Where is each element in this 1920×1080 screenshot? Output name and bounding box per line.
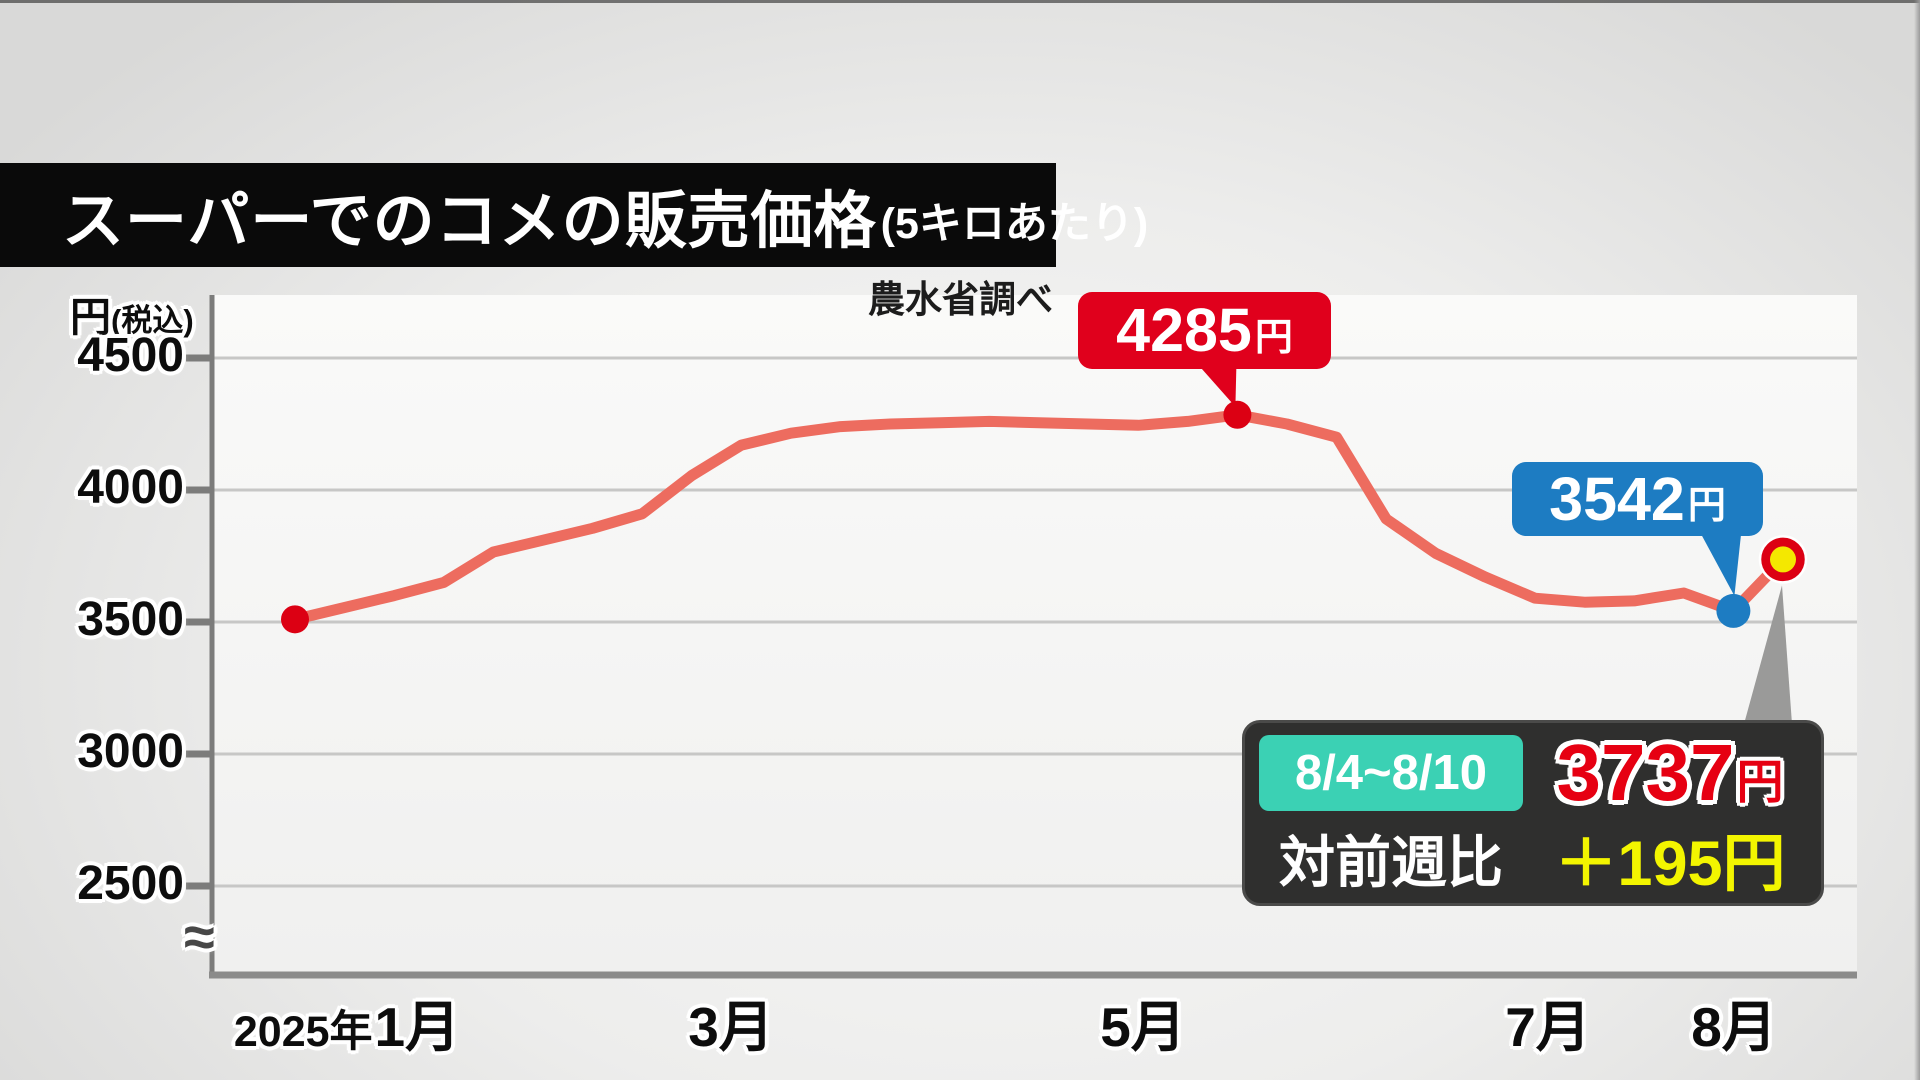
week-over-week-value: ＋195円 bbox=[1554, 829, 1786, 899]
peak-point-marker bbox=[1223, 400, 1252, 429]
x-axis-month-label: 8月 bbox=[1691, 996, 1777, 1058]
y-tick-label: 3500 bbox=[77, 593, 184, 646]
x-axis-label: 7月 bbox=[1505, 982, 1591, 1062]
y-tick-label: 4500 bbox=[77, 329, 184, 382]
first-point-marker bbox=[281, 605, 309, 634]
dip-price-unit: 円 bbox=[1687, 485, 1726, 527]
x-axis-month-label: 3月 bbox=[688, 996, 774, 1058]
y-tick-label: 4000 bbox=[77, 461, 184, 514]
y-tick-label: 2500 bbox=[77, 857, 184, 910]
x-axis-label: 2025年1月 bbox=[234, 982, 460, 1062]
x-axis-label: 3月 bbox=[688, 982, 774, 1062]
source-note: 農水省調べ bbox=[868, 279, 1053, 320]
latest-price: 3737 円 bbox=[1531, 733, 1809, 813]
peak-price-callout: 4285 円 bbox=[1078, 292, 1331, 369]
x-axis-month-label: 1月 bbox=[374, 996, 461, 1058]
axis-break-symbol: ≈ bbox=[184, 905, 215, 968]
x-axis-month-label: 7月 bbox=[1505, 996, 1591, 1058]
dip-price-value: 3542 bbox=[1549, 464, 1685, 533]
y-axis-unit-sub: (税込) bbox=[111, 303, 194, 338]
x-axis-label: 8月 bbox=[1691, 982, 1777, 1062]
y-axis-unit-main: 円 bbox=[70, 294, 111, 340]
info-box-tail bbox=[1744, 585, 1792, 724]
page-title: スーパーでのコメの販売価格 bbox=[62, 187, 877, 256]
page-title-unit: (5キロあたり) bbox=[880, 200, 1149, 248]
y-tick-label: 3000 bbox=[77, 725, 184, 778]
dip-point-marker bbox=[1716, 593, 1751, 628]
price-line bbox=[289, 409, 1789, 625]
latest-price-value: 3737 bbox=[1556, 728, 1735, 817]
latest-week-info-box: 8/4~8/10 3737 円 対前週比 ＋195円 bbox=[1242, 720, 1824, 906]
title-banner: スーパーでのコメの販売価格 (5キロあたり) bbox=[0, 163, 1148, 267]
peak-price-unit: 円 bbox=[1254, 316, 1293, 359]
x-axis-year-label: 2025年 bbox=[233, 1008, 373, 1056]
week-over-week-label: 対前週比 bbox=[1279, 831, 1503, 894]
dip-price-callout: 3542 円 bbox=[1512, 462, 1763, 536]
period-badge: 8/4~8/10 bbox=[1259, 735, 1523, 811]
x-axis-month-label: 5月 bbox=[1100, 996, 1186, 1058]
peak-price-value: 4285 bbox=[1116, 296, 1252, 364]
y-axis-unit: 円(税込) bbox=[70, 283, 194, 343]
peak-callout-tail bbox=[1198, 365, 1237, 407]
latest-price-unit: 円 bbox=[1736, 754, 1784, 808]
dip-callout-tail bbox=[1699, 531, 1742, 596]
x-axis-label: 5月 bbox=[1100, 982, 1186, 1062]
latest-point-marker bbox=[1770, 546, 1796, 573]
